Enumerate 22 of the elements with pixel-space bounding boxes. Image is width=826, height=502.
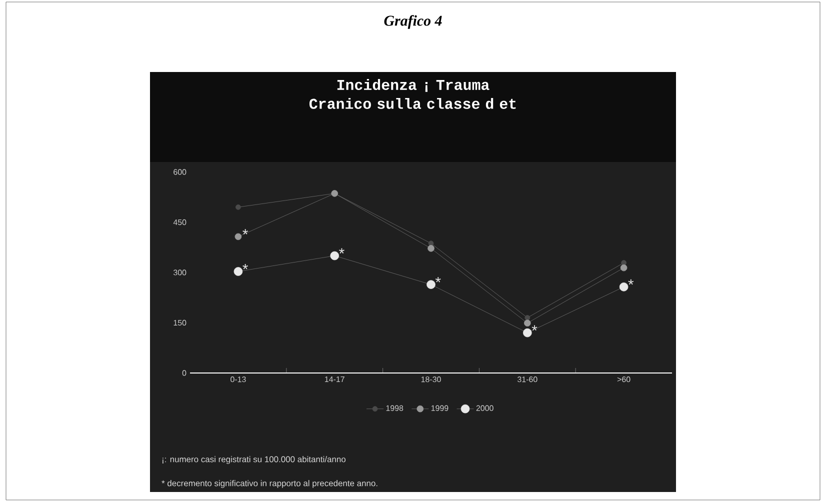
point <box>236 204 241 210</box>
chart-title: Grafico 4 <box>384 15 442 29</box>
point <box>621 260 627 266</box>
annotation: * <box>435 277 441 282</box>
point <box>619 282 628 292</box>
point <box>234 233 242 240</box>
point <box>234 267 243 276</box>
annotation: * <box>532 325 538 331</box>
point <box>524 315 530 320</box>
text: * decremento significativo in rapporto al precedente anno. <box>162 480 378 488</box>
point <box>523 328 532 338</box>
point <box>428 244 434 252</box>
point <box>330 251 340 260</box>
text: ¡: numero casi registrati su 100.000 abitanti/anno <box>162 456 346 464</box>
point <box>620 264 628 272</box>
point <box>426 280 436 289</box>
annotation: * <box>242 264 248 270</box>
chart-subtitle: Incidenza ¡ Trauma Cranico sulla classe d et <box>309 79 516 109</box>
annotation: * <box>628 279 634 285</box>
annotation: * <box>242 229 248 234</box>
point <box>524 320 531 326</box>
annotation: * <box>339 248 344 254</box>
